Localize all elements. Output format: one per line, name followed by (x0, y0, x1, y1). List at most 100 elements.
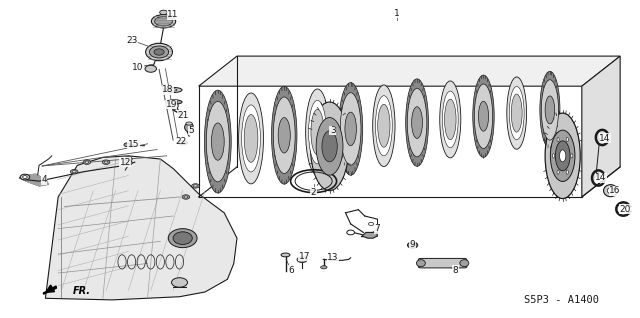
Ellipse shape (172, 278, 188, 287)
Ellipse shape (211, 123, 224, 160)
Ellipse shape (445, 99, 456, 140)
Text: 21: 21 (177, 111, 188, 120)
Ellipse shape (311, 109, 324, 155)
Ellipse shape (281, 253, 290, 257)
Text: 9: 9 (410, 240, 415, 249)
Ellipse shape (271, 86, 297, 184)
Ellipse shape (559, 150, 566, 162)
Ellipse shape (478, 101, 488, 131)
Ellipse shape (168, 229, 197, 248)
Ellipse shape (297, 257, 307, 263)
Ellipse shape (442, 91, 458, 148)
Ellipse shape (552, 154, 555, 158)
Polygon shape (198, 56, 620, 86)
Ellipse shape (571, 154, 573, 158)
Ellipse shape (540, 71, 560, 149)
Text: 11: 11 (168, 10, 179, 19)
Ellipse shape (154, 49, 164, 55)
Ellipse shape (102, 160, 110, 164)
Ellipse shape (557, 137, 559, 142)
Ellipse shape (322, 131, 337, 162)
Ellipse shape (308, 100, 326, 164)
Ellipse shape (127, 158, 131, 160)
Text: 17: 17 (299, 252, 310, 261)
Ellipse shape (167, 100, 182, 104)
Ellipse shape (545, 113, 580, 198)
Ellipse shape (170, 89, 177, 91)
Text: FR.: FR. (73, 286, 91, 296)
Ellipse shape (239, 93, 264, 184)
Ellipse shape (372, 85, 395, 167)
Text: 3: 3 (330, 126, 335, 135)
Ellipse shape (604, 185, 618, 197)
Polygon shape (20, 174, 49, 186)
Ellipse shape (150, 46, 169, 58)
Ellipse shape (407, 88, 427, 157)
Polygon shape (44, 287, 56, 294)
Ellipse shape (206, 101, 229, 182)
Text: 15: 15 (128, 140, 140, 149)
Ellipse shape (171, 102, 178, 109)
Ellipse shape (155, 17, 173, 26)
Ellipse shape (172, 101, 177, 103)
Text: 13: 13 (327, 253, 339, 262)
Ellipse shape (191, 184, 199, 188)
Text: 12: 12 (120, 158, 131, 167)
Ellipse shape (182, 195, 189, 199)
Ellipse shape (417, 260, 426, 267)
Ellipse shape (125, 161, 132, 165)
Ellipse shape (160, 10, 168, 15)
Text: 2: 2 (311, 188, 316, 197)
Text: 1: 1 (394, 9, 399, 18)
Ellipse shape (321, 266, 327, 269)
Ellipse shape (376, 96, 392, 156)
Ellipse shape (204, 90, 231, 193)
Ellipse shape (20, 174, 29, 180)
Text: 20: 20 (620, 204, 631, 213)
Ellipse shape (550, 130, 575, 182)
Text: 18: 18 (163, 86, 174, 94)
Ellipse shape (541, 80, 559, 140)
Ellipse shape (566, 170, 568, 174)
Ellipse shape (511, 94, 522, 132)
Ellipse shape (406, 79, 428, 166)
Text: S5P3 - A1400: S5P3 - A1400 (524, 295, 599, 305)
Ellipse shape (193, 185, 197, 187)
Polygon shape (582, 56, 620, 197)
FancyBboxPatch shape (419, 259, 467, 268)
Ellipse shape (23, 176, 27, 178)
Ellipse shape (340, 93, 361, 165)
Ellipse shape (440, 81, 461, 158)
Ellipse shape (242, 105, 260, 172)
Ellipse shape (339, 83, 363, 175)
Ellipse shape (473, 75, 494, 157)
Ellipse shape (85, 161, 89, 163)
Text: 7: 7 (374, 224, 380, 233)
Ellipse shape (146, 43, 173, 61)
Ellipse shape (460, 260, 468, 267)
Text: 14: 14 (595, 174, 607, 183)
Text: 8: 8 (452, 266, 458, 275)
Ellipse shape (310, 102, 349, 191)
Ellipse shape (164, 87, 182, 93)
Text: 22: 22 (175, 137, 186, 146)
Ellipse shape (173, 232, 192, 245)
Ellipse shape (124, 143, 131, 147)
Ellipse shape (509, 86, 524, 140)
Ellipse shape (345, 112, 356, 146)
Text: 19: 19 (166, 100, 177, 109)
Text: 5: 5 (188, 126, 194, 135)
Ellipse shape (186, 122, 192, 125)
Ellipse shape (412, 107, 422, 138)
Ellipse shape (273, 97, 295, 174)
Ellipse shape (72, 170, 76, 173)
Ellipse shape (83, 160, 91, 164)
Ellipse shape (184, 196, 188, 198)
Ellipse shape (556, 141, 570, 171)
Ellipse shape (306, 89, 329, 175)
Ellipse shape (145, 65, 157, 72)
Ellipse shape (545, 96, 555, 124)
Text: 4: 4 (42, 175, 47, 184)
Ellipse shape (566, 137, 568, 142)
Ellipse shape (557, 170, 559, 174)
